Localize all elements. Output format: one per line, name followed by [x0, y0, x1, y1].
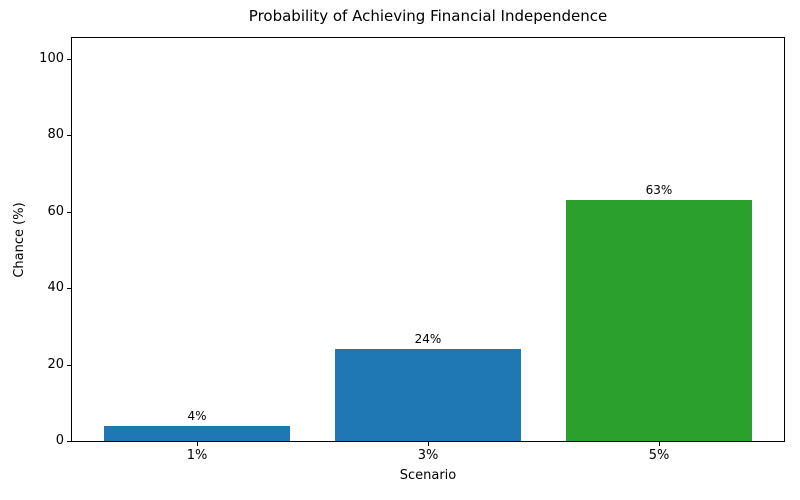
chart-title: Probability of Achieving Financial Indep…: [248, 7, 608, 25]
x-tick-mark: [659, 442, 660, 446]
x-axis-title: Scenario: [399, 468, 457, 483]
x-tick-mark: [197, 442, 198, 446]
y-tick-label: 80: [47, 127, 64, 142]
y-tick-label: 60: [47, 204, 64, 219]
x-tick-label: 1%: [186, 448, 208, 463]
y-tick-mark: [67, 441, 71, 442]
bar-value-label: 24%: [414, 332, 442, 346]
x-tick-mark: [428, 442, 429, 446]
bar-value-label: 4%: [187, 409, 207, 423]
y-tick-label: 100: [39, 51, 64, 66]
y-tick-mark: [67, 212, 71, 213]
y-tick-mark: [67, 135, 71, 136]
plot-area: 4% 24% 63%: [71, 37, 785, 442]
y-tick-mark: [67, 365, 71, 366]
y-tick-mark: [67, 59, 71, 60]
y-tick-mark: [67, 288, 71, 289]
bar-3%: [335, 349, 521, 441]
bar-1%: [104, 426, 290, 441]
y-tick-label: 0: [55, 433, 64, 448]
bar-value-label: 63%: [645, 183, 673, 197]
x-tick-label: 5%: [648, 448, 670, 463]
y-tick-label: 40: [47, 280, 64, 295]
y-axis-title: Chance (%): [12, 202, 27, 278]
x-tick-label: 3%: [417, 448, 439, 463]
bar-5%: [566, 200, 752, 441]
y-tick-label: 20: [47, 357, 64, 372]
